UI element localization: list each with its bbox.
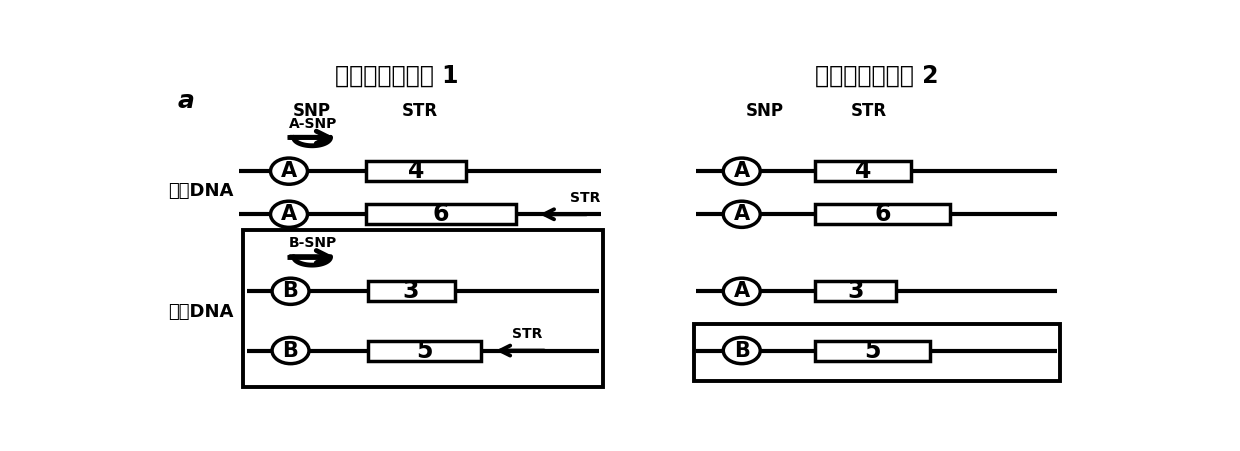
Ellipse shape bbox=[270, 158, 308, 184]
Ellipse shape bbox=[272, 278, 309, 304]
Text: 6: 6 bbox=[433, 202, 449, 226]
Text: SNP: SNP bbox=[293, 102, 331, 120]
Text: STR: STR bbox=[512, 327, 543, 341]
Bar bbox=[366, 161, 466, 181]
Bar bbox=[815, 341, 930, 361]
Text: SNP: SNP bbox=[745, 102, 784, 120]
Text: A: A bbox=[734, 281, 750, 301]
Text: A: A bbox=[281, 204, 298, 224]
Text: a: a bbox=[177, 89, 195, 113]
Bar bbox=[815, 204, 950, 224]
Text: 有效信息基因型 1: 有效信息基因型 1 bbox=[335, 63, 459, 87]
Bar bbox=[366, 204, 516, 224]
Text: 6: 6 bbox=[874, 202, 890, 226]
Text: A: A bbox=[281, 161, 298, 181]
Text: B: B bbox=[283, 281, 299, 301]
Bar bbox=[694, 324, 1060, 382]
Ellipse shape bbox=[723, 337, 760, 364]
Text: STR: STR bbox=[570, 191, 600, 205]
Bar bbox=[243, 230, 603, 387]
Text: STR: STR bbox=[851, 102, 887, 120]
Ellipse shape bbox=[270, 201, 308, 227]
Text: 主要DNA: 主要DNA bbox=[167, 182, 233, 200]
Bar bbox=[367, 281, 455, 301]
Text: 3: 3 bbox=[403, 279, 419, 303]
Text: 3: 3 bbox=[847, 279, 863, 303]
Bar bbox=[815, 281, 895, 301]
Text: B-SNP: B-SNP bbox=[289, 236, 337, 250]
Text: STR: STR bbox=[402, 102, 438, 120]
Bar bbox=[815, 161, 911, 181]
Text: 5: 5 bbox=[864, 339, 880, 363]
Text: A: A bbox=[734, 204, 750, 224]
Text: 有效信息基因型 2: 有效信息基因型 2 bbox=[815, 63, 939, 87]
Text: 4: 4 bbox=[408, 159, 424, 183]
Ellipse shape bbox=[723, 158, 760, 184]
Ellipse shape bbox=[723, 278, 760, 304]
Text: 4: 4 bbox=[854, 159, 872, 183]
Text: A-SNP: A-SNP bbox=[289, 117, 337, 131]
Ellipse shape bbox=[723, 201, 760, 227]
Text: B: B bbox=[283, 341, 299, 360]
Ellipse shape bbox=[272, 337, 309, 364]
Text: B: B bbox=[734, 341, 750, 360]
Text: 5: 5 bbox=[417, 339, 433, 363]
Text: 次要DNA: 次要DNA bbox=[167, 303, 233, 321]
Bar bbox=[367, 341, 481, 361]
Text: A: A bbox=[734, 161, 750, 181]
